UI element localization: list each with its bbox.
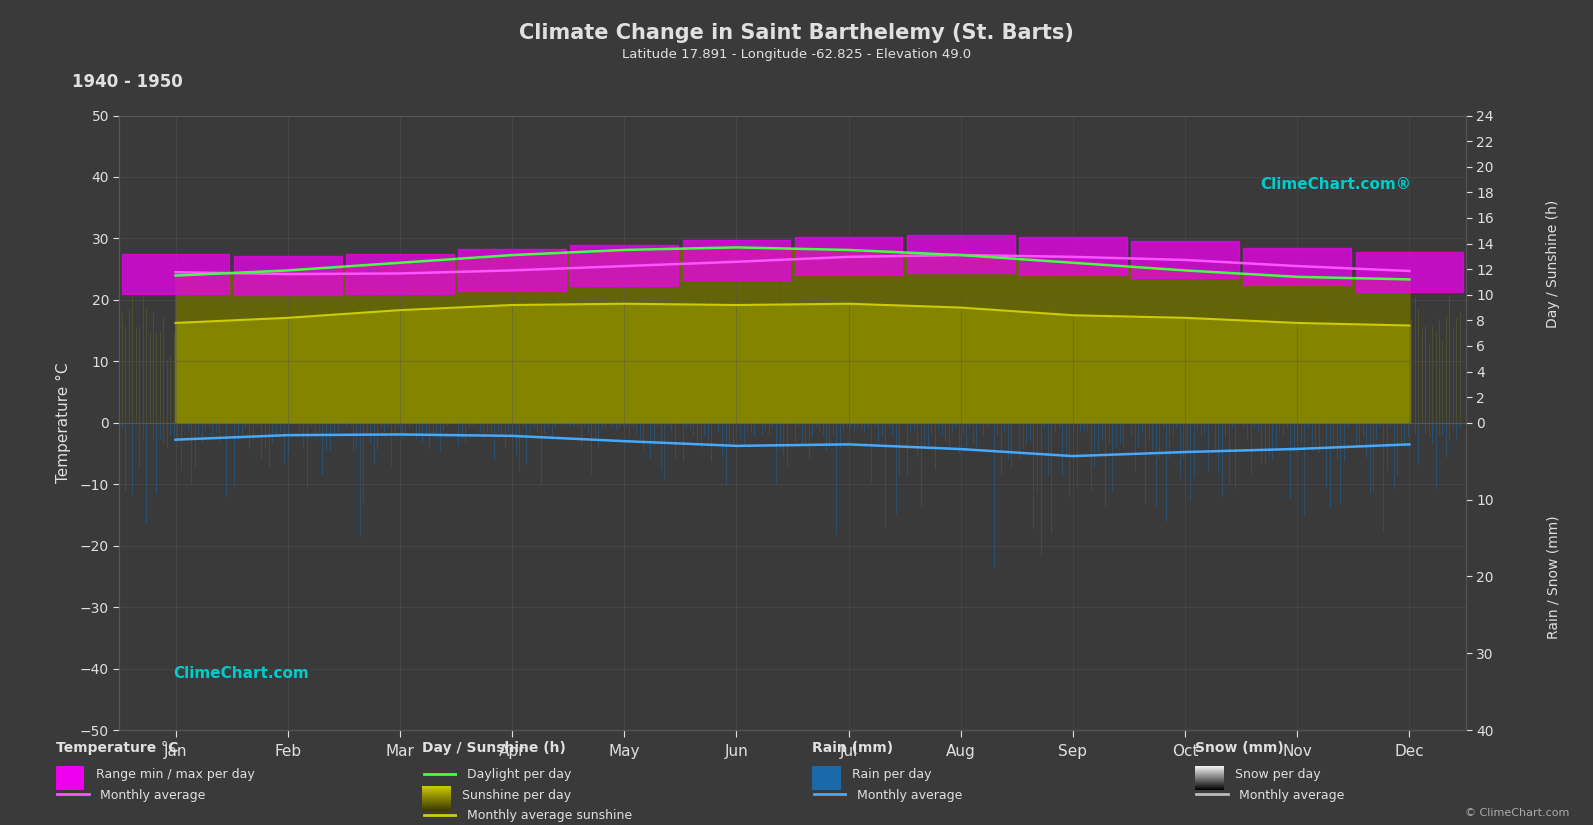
Y-axis label: Temperature °C: Temperature °C (56, 362, 72, 483)
Text: © ClimeChart.com: © ClimeChart.com (1464, 808, 1569, 818)
Text: Sunshine per day: Sunshine per day (462, 789, 572, 802)
Text: Temperature °C: Temperature °C (56, 742, 178, 756)
Text: Snow per day: Snow per day (1235, 768, 1321, 781)
Text: Monthly average sunshine: Monthly average sunshine (467, 809, 632, 823)
Text: Snow (mm): Snow (mm) (1195, 742, 1284, 756)
Text: Monthly average: Monthly average (857, 789, 962, 802)
Text: Monthly average: Monthly average (1239, 789, 1344, 802)
Text: Monthly average: Monthly average (100, 789, 205, 802)
Text: Rain (mm): Rain (mm) (812, 742, 894, 756)
Text: Daylight per day: Daylight per day (467, 768, 572, 781)
Text: Climate Change in Saint Barthelemy (St. Barts): Climate Change in Saint Barthelemy (St. … (519, 23, 1074, 43)
Text: ClimeChart.com®: ClimeChart.com® (1260, 177, 1411, 192)
Text: Latitude 17.891 - Longitude -62.825 - Elevation 49.0: Latitude 17.891 - Longitude -62.825 - El… (621, 48, 972, 61)
Text: ClimeChart.com: ClimeChart.com (174, 666, 309, 681)
Text: Day / Sunshine (h): Day / Sunshine (h) (1547, 200, 1560, 328)
Text: Day / Sunshine (h): Day / Sunshine (h) (422, 742, 566, 756)
Text: Rain / Snow (mm): Rain / Snow (mm) (1547, 516, 1560, 639)
Y-axis label: Day / Sunshine (h): Day / Sunshine (h) (0, 352, 14, 493)
Text: Rain per day: Rain per day (852, 768, 932, 781)
Text: Range min / max per day: Range min / max per day (96, 768, 255, 781)
Text: 1940 - 1950: 1940 - 1950 (72, 73, 183, 91)
